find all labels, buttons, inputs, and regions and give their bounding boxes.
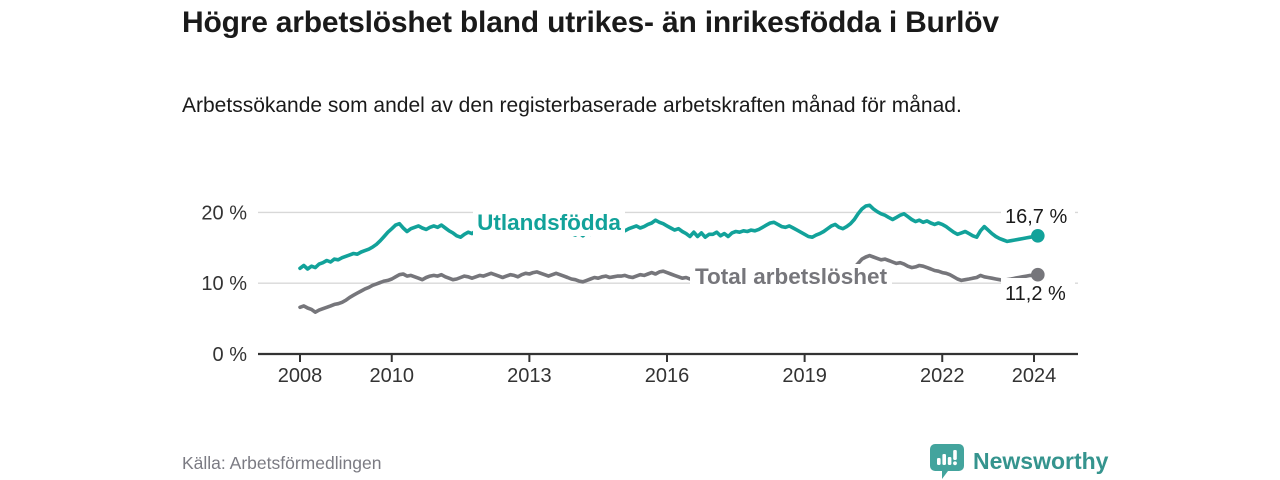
newsworthy-wordmark: Newsworthy xyxy=(973,448,1109,474)
end-label-plate xyxy=(1001,278,1075,304)
end-dot-utlandsfodda xyxy=(1031,228,1045,243)
series-label: Utlandsfödda xyxy=(477,210,621,235)
y-tick-label: 10 % xyxy=(201,273,247,295)
x-tick-label: 2022 xyxy=(920,365,965,387)
series-line-total xyxy=(298,253,1040,315)
source-note: Källa: Arbetsförmedlingen xyxy=(182,453,382,473)
page-subtitle: Arbetssökande som andel av den registerb… xyxy=(182,94,962,117)
y-tick-label: 0 % xyxy=(213,344,248,366)
series-line-utlandsfodda xyxy=(298,203,1040,271)
end-label-plate xyxy=(1001,202,1075,228)
x-tick-label: 2013 xyxy=(507,365,552,387)
page-title: Högre arbetslöshet bland utrikes- än inr… xyxy=(182,6,999,39)
end-value-label: 11,2 % xyxy=(1005,283,1066,305)
y-tick-label: 20 % xyxy=(201,202,247,224)
x-tick-label: 2008 xyxy=(278,365,323,387)
x-tick-label: 2019 xyxy=(782,365,827,387)
series-label: Total arbetslöshet xyxy=(695,264,888,289)
x-tick-label: 2016 xyxy=(645,365,690,387)
bar-chart-speech-bubble-icon xyxy=(930,444,964,479)
series-label-plate xyxy=(473,210,625,236)
series-label-plate xyxy=(690,264,892,290)
newsworthy-logo[interactable]: Newsworthy xyxy=(929,443,1108,480)
x-tick-label: 2024 xyxy=(1012,365,1057,387)
end-dot-total xyxy=(1031,267,1045,282)
end-value-label: 16,7 % xyxy=(1005,206,1067,228)
x-tick-label: 2010 xyxy=(370,365,415,387)
